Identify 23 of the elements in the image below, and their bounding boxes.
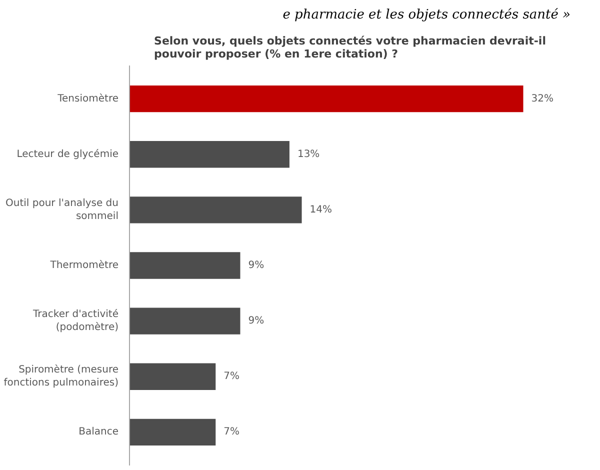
bar (130, 86, 524, 112)
y-tick-label: Outil pour l'analyse du sommeil (5, 198, 119, 222)
bar (130, 252, 240, 279)
data-label: 32% (531, 93, 554, 104)
y-tick-label: Balance (78, 426, 119, 438)
y-tick-label: Tracker d'activité (podomètre) (32, 308, 119, 334)
data-label: 14% (310, 204, 332, 216)
data-label: 9% (248, 260, 264, 271)
y-tick-label: Tensiomètre (56, 93, 119, 104)
text: e pharmacie et les objets connectés santé » (282, 8, 571, 22)
y-tick-label: Spiromètre (mesure fonctions pulmonaires) (4, 364, 119, 389)
bar (130, 141, 290, 168)
data-label: 13% (297, 148, 320, 160)
data-label: 7% (224, 371, 240, 382)
bar (130, 308, 240, 334)
bar (130, 418, 216, 446)
bar (130, 363, 216, 390)
data-label: 7% (224, 426, 240, 438)
bar (130, 196, 302, 224)
data-label: 9% (248, 316, 264, 327)
y-tick-label: Thermomètre (49, 260, 119, 271)
y-tick-label: Lecteur de glycémie (16, 148, 119, 160)
chart-title: Selon vous, quels objets connectés votre pharmacien devrait-il pouvoir proposer (% en 1ere citation) ? (154, 34, 546, 60)
